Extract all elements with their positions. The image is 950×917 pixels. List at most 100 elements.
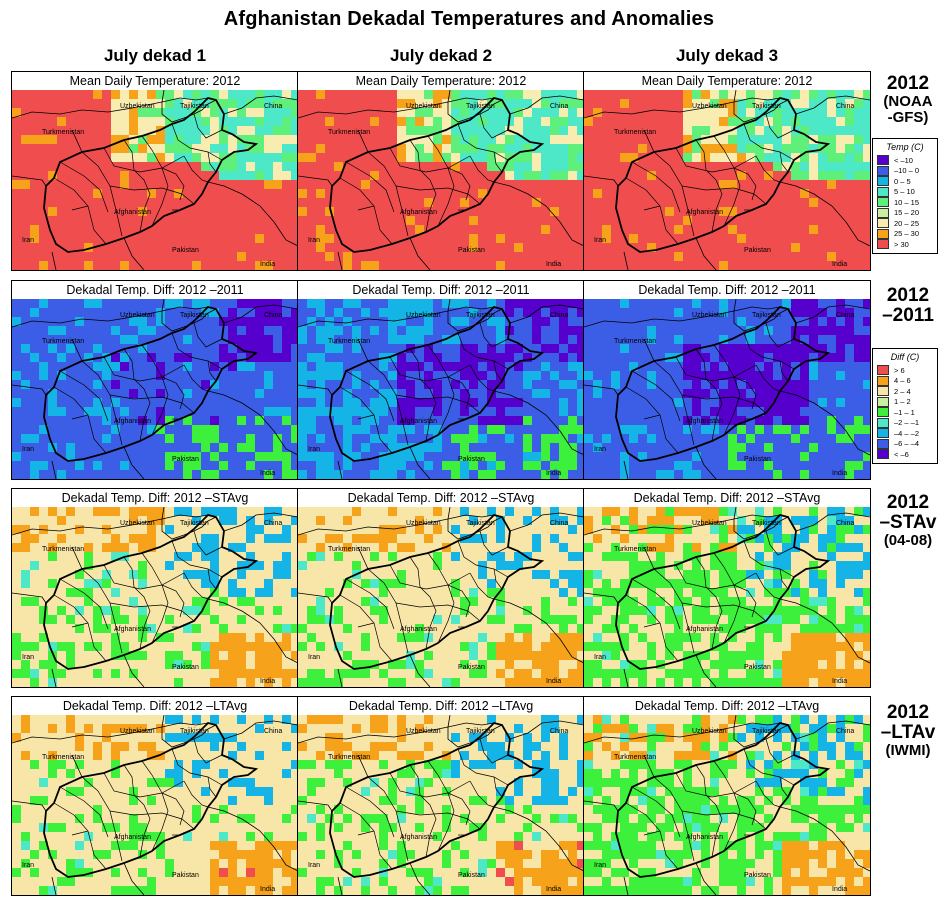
grid-cell	[541, 470, 550, 479]
grid-cell	[165, 389, 174, 398]
neighbor-border	[643, 129, 655, 153]
grid-cell	[93, 225, 102, 234]
grid-cell	[352, 126, 361, 135]
grid-cell	[568, 380, 577, 389]
grid-cell	[39, 624, 48, 633]
grid-cell	[487, 207, 496, 216]
grid-cell	[370, 126, 379, 135]
grid-cell	[129, 633, 138, 642]
grid-cell	[755, 326, 764, 335]
grid-cell	[147, 461, 156, 470]
grid-cell	[334, 389, 343, 398]
grid-cell	[406, 252, 415, 261]
grid-cell	[111, 534, 120, 543]
grid-cell	[415, 389, 424, 398]
grid-cell	[39, 579, 48, 588]
grid-cell	[228, 108, 237, 117]
grid-cell	[12, 225, 21, 234]
grid-cell	[755, 470, 764, 479]
grid-cell	[863, 389, 870, 398]
grid-cell	[147, 507, 156, 516]
grid-cell	[647, 434, 656, 443]
grid-cell	[460, 308, 469, 317]
grid-cell	[165, 126, 174, 135]
grid-cell	[219, 470, 228, 479]
grid-cell	[638, 335, 647, 344]
grid-cell	[442, 216, 451, 225]
map-label-tajikistan: Tajikistan	[752, 103, 781, 110]
grid-cell	[755, 90, 764, 99]
grid-cell	[728, 371, 737, 380]
grid-cell	[809, 180, 818, 189]
grid-cell	[264, 99, 273, 108]
grid-cell	[415, 443, 424, 452]
grid-cell	[93, 162, 102, 171]
grid-cell	[138, 452, 147, 461]
grid-cell	[791, 434, 800, 443]
grid-cell	[415, 452, 424, 461]
grid-cell	[48, 243, 57, 252]
grid-cell	[343, 261, 352, 270]
grid-cell	[433, 207, 442, 216]
grid-cell	[620, 344, 629, 353]
grid-cell	[210, 416, 219, 425]
grid-cell	[478, 507, 487, 516]
grid-cell	[755, 117, 764, 126]
grid-cell	[48, 452, 57, 461]
grid-cell	[93, 633, 102, 642]
grid-cell	[602, 344, 611, 353]
grid-cell	[48, 108, 57, 117]
grid-cell	[174, 135, 183, 144]
grid-cell	[21, 234, 30, 243]
grid-cell	[397, 153, 406, 162]
grid-cell	[782, 443, 791, 452]
grid-cell	[728, 90, 737, 99]
grid-cell	[665, 380, 674, 389]
grid-cell	[442, 180, 451, 189]
province-boundary	[705, 169, 723, 233]
grid-cell	[298, 252, 307, 261]
grid-cell	[638, 252, 647, 261]
grid-cell	[541, 525, 550, 534]
grid-cell	[674, 425, 683, 434]
grid-cell	[433, 507, 442, 516]
grid-cell	[307, 380, 316, 389]
grid-cell	[93, 189, 102, 198]
grid-cell	[156, 443, 165, 452]
grid-cell	[656, 171, 665, 180]
grid-cell	[57, 588, 66, 597]
grid-cell	[174, 579, 183, 588]
grid-cell	[523, 299, 532, 308]
grid-cell	[559, 308, 568, 317]
grid-cell	[647, 326, 656, 335]
grid-cell	[514, 470, 523, 479]
grid-cell	[854, 317, 863, 326]
grid-cell	[282, 261, 291, 270]
grid-cell	[665, 216, 674, 225]
grid-cell	[638, 353, 647, 362]
grid-cell	[827, 153, 836, 162]
grid-cell	[273, 651, 282, 660]
grid-cell	[174, 252, 183, 261]
grid-cell	[21, 606, 30, 615]
grid-cell	[298, 99, 307, 108]
grid-cell	[505, 389, 514, 398]
grid-cell	[487, 243, 496, 252]
grid-cell	[138, 669, 147, 678]
grid-cell	[656, 353, 665, 362]
grid-cell	[334, 162, 343, 171]
grid-cell	[352, 543, 361, 552]
grid-cell	[39, 642, 48, 651]
grid-cell	[388, 561, 397, 570]
grid-cell	[836, 135, 845, 144]
grid-cell	[433, 425, 442, 434]
grid-cell	[379, 534, 388, 543]
grid-cell	[710, 225, 719, 234]
grid-cell	[836, 389, 845, 398]
grid-cell	[496, 461, 505, 470]
grid-cell	[264, 579, 273, 588]
grid-cell	[701, 225, 710, 234]
grid-cell	[469, 534, 478, 543]
neighbor-border	[161, 507, 165, 520]
grid-cell	[210, 198, 219, 207]
